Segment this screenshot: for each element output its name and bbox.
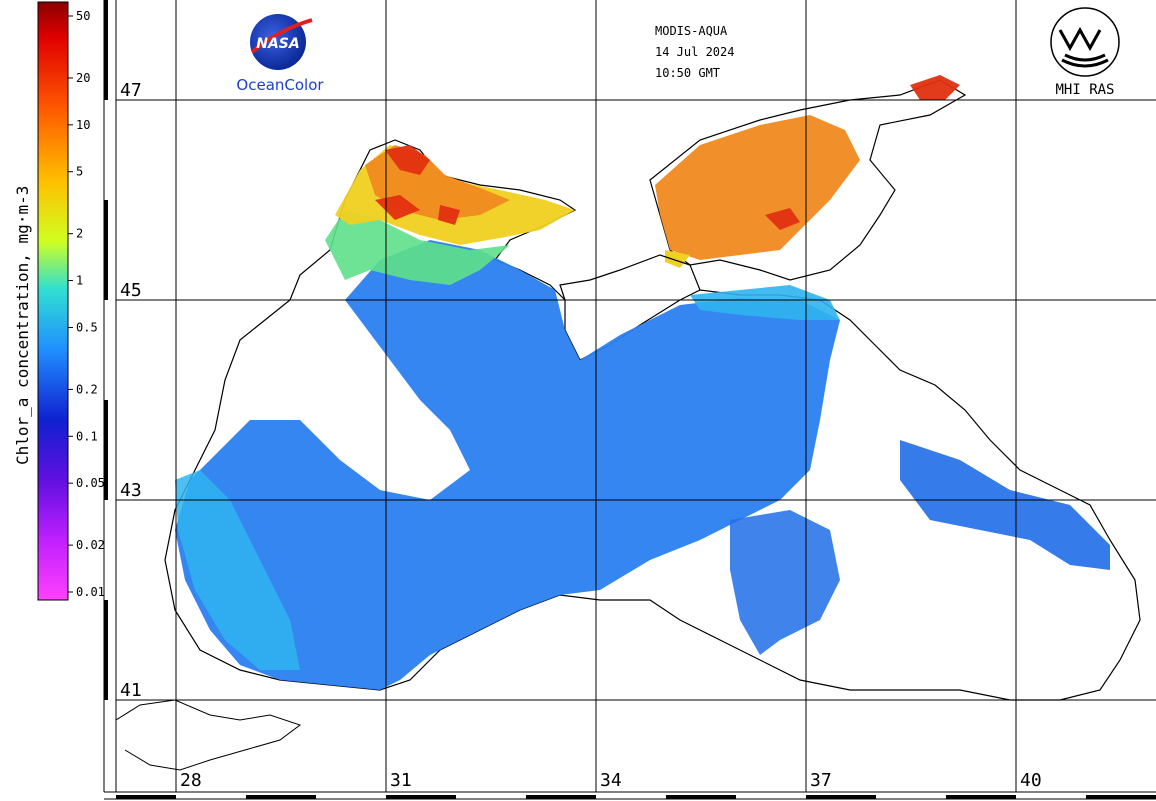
colorbar-tick-label: 50: [76, 9, 90, 23]
chl-region-cyan-azov-mouth: [690, 285, 840, 320]
colorbar-tick-label: 0.05: [76, 476, 105, 490]
colorbar: Chlor_a concentration, mg·m-3 50 20 10 5 2 1 0…: [13, 1, 105, 601]
lon-labels: 28 31 34 37 40: [180, 770, 1042, 791]
bottom-frame: [104, 791, 1156, 800]
date-label: 14 Jul 2024: [655, 45, 734, 59]
chl-region-nw-shelf-green: [325, 210, 510, 285]
colorbar-tick-label: 20: [76, 71, 90, 85]
nasa-oceancolor-logo: NASA OceanColor: [236, 14, 324, 94]
lat-label: 43: [120, 480, 142, 501]
time-label: 10:50 GMT: [655, 66, 720, 80]
lat-label: 41: [120, 680, 142, 701]
turkey-marmara-coastline: [116, 699, 302, 771]
lon-label: 31: [390, 770, 412, 791]
nasa-logo-text: NASA: [256, 36, 299, 52]
lat-labels: 47 45 43 41: [120, 80, 142, 701]
colorbar-tick-label: 5: [76, 165, 83, 179]
sensor-label: MODIS-AQUA: [655, 24, 728, 38]
chl-region-azov-red: [765, 75, 960, 230]
image-header: MODIS-AQUA 14 Jul 2024 10:50 GMT: [655, 24, 734, 80]
colorbar-tick-label: 0.01: [76, 585, 105, 599]
chl-region-nw-shelf-red: [375, 145, 460, 225]
graticule: [116, 0, 1156, 792]
colorbar-tick-label: 0.02: [76, 538, 105, 552]
colorbar-ticks: 50 20 10 5 2 1 0.5 0.2 0.1 0.05 0.02 0.01: [68, 9, 105, 599]
mhi-ras-logo: MHI RAS: [1050, 7, 1120, 98]
left-frame: [103, 0, 117, 792]
colorbar-tick-label: 10: [76, 118, 90, 132]
lat-label: 45: [120, 280, 142, 301]
chl-region-blue-main: [175, 240, 840, 690]
chl-region-blue-east: [900, 440, 1110, 570]
chl-region-azov-orange: [655, 115, 860, 260]
lat-label: 47: [120, 80, 142, 101]
chl-region-azov-yellow: [665, 250, 690, 268]
map-area: [116, 75, 1141, 771]
oceancolor-logo-text: OceanColor: [236, 76, 324, 94]
chl-region-blue-patch-south: [730, 510, 840, 655]
lon-label: 34: [600, 770, 622, 791]
colorbar-title: Chlor_a concentration, mg·m-3: [13, 186, 32, 465]
lon-label: 37: [810, 770, 832, 791]
lon-label: 28: [180, 770, 202, 791]
mhi-logo-text: MHI RAS: [1055, 82, 1114, 98]
chl-region-cyan-west: [175, 470, 300, 670]
colorbar-tick-label: 2: [76, 227, 83, 241]
colorbar-tick-label: 1: [76, 274, 83, 288]
colorbar-tick-label: 0.2: [76, 382, 98, 396]
colorbar-gradient: [37, 1, 69, 601]
colorbar-tick-label: 0.5: [76, 320, 98, 334]
crimea-coastline: [559, 254, 701, 301]
colorbar-tick-label: 0.1: [76, 429, 98, 443]
lon-label: 40: [1020, 770, 1042, 791]
